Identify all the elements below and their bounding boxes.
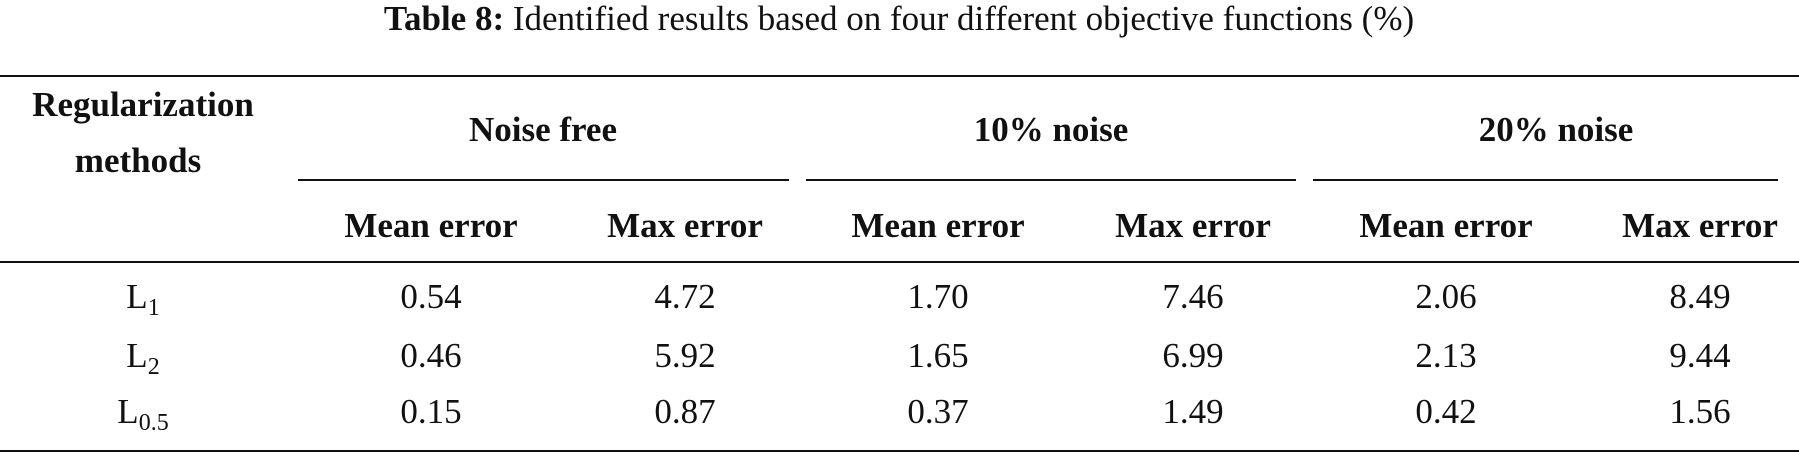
cell: 0.15 xyxy=(400,392,461,431)
column-header: Max error xyxy=(607,206,763,245)
cell: 8.49 xyxy=(1669,277,1730,316)
method-name: L xyxy=(126,336,147,375)
cell: 0.42 xyxy=(1415,392,1476,431)
column-header: Max error xyxy=(1115,206,1271,245)
row-label: L1 xyxy=(126,277,159,320)
caption-text: Identified results based on four differe… xyxy=(513,0,1414,38)
row-header: methods xyxy=(75,141,201,180)
cell: 0.46 xyxy=(400,336,461,375)
cell: 0.37 xyxy=(907,392,968,431)
cell: 1.56 xyxy=(1669,392,1730,431)
cell: 1.70 xyxy=(907,277,968,316)
cell: 7.46 xyxy=(1162,277,1223,316)
table-caption: Table 8: Identified results based on fou… xyxy=(384,0,1414,38)
cell: 4.72 xyxy=(654,277,715,316)
cell: 2.06 xyxy=(1415,277,1476,316)
cell: 0.54 xyxy=(400,277,461,316)
cell: 2.13 xyxy=(1415,336,1476,375)
cell: 9.44 xyxy=(1669,336,1730,375)
group-header: 10% noise xyxy=(974,110,1129,149)
group-header: 20% noise xyxy=(1479,110,1634,149)
caption-label: Table 8: xyxy=(384,0,504,38)
cell: 1.65 xyxy=(907,336,968,375)
column-header: Mean error xyxy=(851,206,1024,245)
cell: 0.87 xyxy=(654,392,715,431)
method-subscript: 2 xyxy=(148,354,160,380)
row-header: Regularization xyxy=(32,85,254,124)
column-header: Mean error xyxy=(1359,206,1532,245)
column-header: Mean error xyxy=(344,206,517,245)
row-label: L2 xyxy=(126,336,159,379)
cell: 5.92 xyxy=(654,336,715,375)
row-label: L0.5 xyxy=(117,392,168,435)
method-name: L xyxy=(126,277,147,316)
method-name: L xyxy=(117,392,138,431)
method-subscript: 0.5 xyxy=(139,410,169,436)
method-subscript: 1 xyxy=(148,295,160,321)
column-header: Max error xyxy=(1622,206,1778,245)
cell: 1.49 xyxy=(1162,392,1223,431)
cell: 6.99 xyxy=(1162,336,1223,375)
group-header: Noise free xyxy=(469,110,617,149)
